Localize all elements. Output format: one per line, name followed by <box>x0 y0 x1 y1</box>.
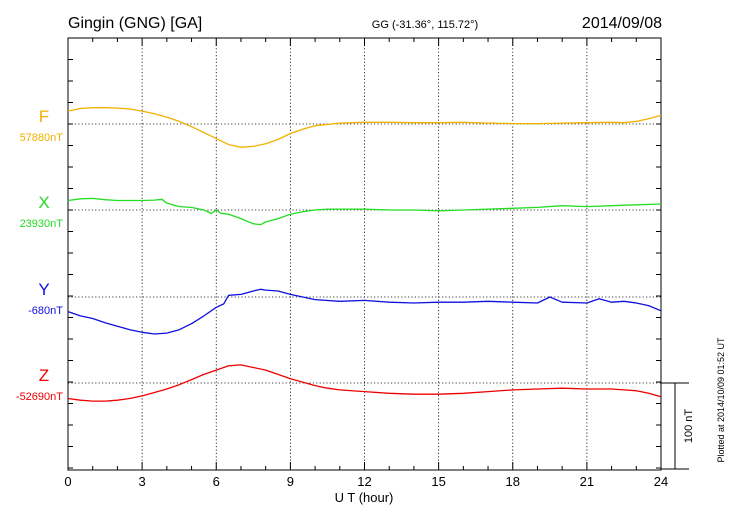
x-tick-label: 6 <box>213 474 220 489</box>
plotted-timestamp: Plotted at 2014/10/09 01:52 UT <box>716 337 726 463</box>
series-line-z <box>67 364 662 402</box>
x-tick-label: 3 <box>139 474 146 489</box>
axis-ticks <box>67 38 662 470</box>
series-name-f: F <box>39 107 49 126</box>
x-tick-label: 24 <box>654 474 668 489</box>
x-tick-label: 12 <box>357 474 371 489</box>
x-tick-labels: 0 3 6 9 12 15 18 21 24 <box>64 474 668 489</box>
series-baseline-f: 57880nT <box>20 132 64 144</box>
series-name-z: Z <box>39 366 49 385</box>
series-baseline-z: -52690nT <box>16 391 63 403</box>
data-series <box>67 107 662 402</box>
x-axis-label: U T (hour) <box>335 490 394 505</box>
series-baseline-y: -680nT <box>28 305 63 317</box>
series-labels: F 57880nT X 23930nT Y -680nT Z -52690nT <box>16 107 63 403</box>
x-tick-label: 18 <box>506 474 520 489</box>
scale-bar-label: 100 nT <box>683 409 695 444</box>
series-name-y: Y <box>38 280 49 299</box>
series-line-f <box>67 107 662 148</box>
series-line-y <box>67 288 662 335</box>
series-name-x: X <box>38 193 49 212</box>
grid-lines <box>68 38 661 470</box>
x-tick-label: 9 <box>287 474 294 489</box>
x-tick-label: 21 <box>580 474 594 489</box>
series-line-x <box>67 197 662 226</box>
plot-date: 2014/09/08 <box>582 15 662 32</box>
station-coordinates: GG (-31.36°, 115.72°) <box>372 19 478 31</box>
series-baseline-x: 23930nT <box>20 218 64 230</box>
x-tick-label: 0 <box>64 474 71 489</box>
scale-bar: 100 nT <box>661 382 695 470</box>
station-title: Gingin (GNG) [GA] <box>68 15 202 32</box>
x-tick-label: 15 <box>431 474 445 489</box>
